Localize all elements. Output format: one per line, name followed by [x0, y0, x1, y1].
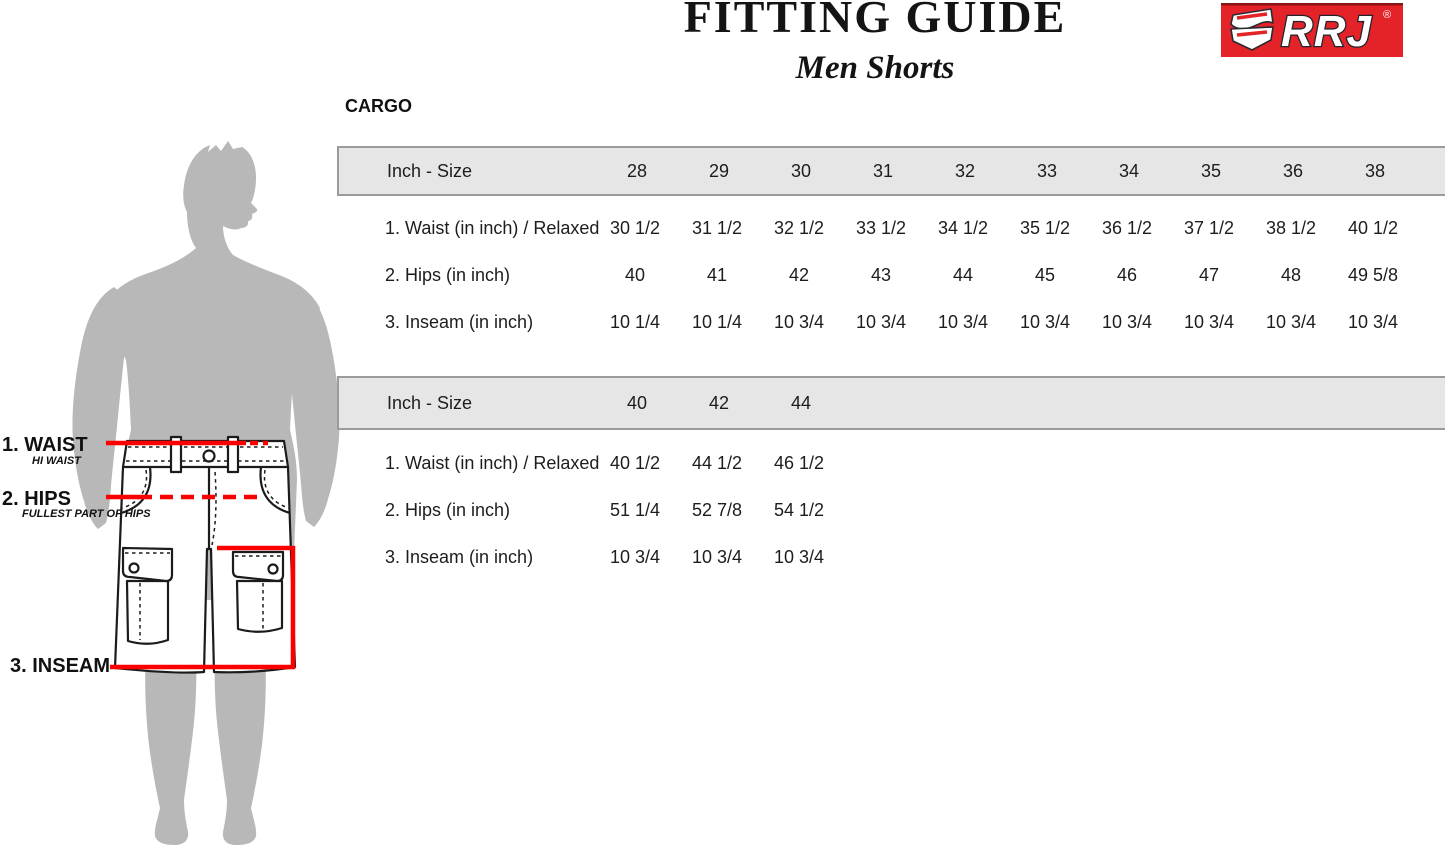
- size-column-header: 34: [1118, 160, 1140, 181]
- value-cell: 42: [788, 265, 810, 285]
- size-column-header: 30: [790, 160, 812, 181]
- value-cell: 44 1/2: [691, 453, 743, 473]
- size-column-header: 42: [708, 392, 730, 413]
- waist-label: 1. WAIST: [2, 434, 88, 456]
- value-cell: 34 1/2: [937, 218, 989, 238]
- table-row: 1. Waist (in inch) / Relaxed 30 1/2 31 1/2…: [337, 205, 1445, 252]
- brand-emblem-icon: [1230, 8, 1274, 51]
- value-cell: 44: [952, 265, 974, 285]
- value-cell: 10 3/4: [1183, 312, 1235, 332]
- table-row: 1. Waist (in inch) / Relaxed 40 1/2 44 1/2…: [337, 440, 1445, 487]
- table-row: 2. Hips (in inch) 40 41 42 43 44 45 46 47 48 49 5/…: [337, 252, 1445, 299]
- row-label: 3. Inseam (in inch): [385, 312, 534, 332]
- size-column-header: 35: [1200, 160, 1222, 181]
- inseam-measure-line: [110, 545, 296, 670]
- value-cell: 10 3/4: [773, 312, 825, 332]
- category-label: CARGO: [345, 96, 412, 116]
- value-cell: 51 1/4: [609, 500, 661, 520]
- page-subtitle: Men Shorts: [795, 50, 955, 86]
- value-cell: 10 3/4: [773, 547, 825, 567]
- size-table-regular: Inch - Size 28 29 30 31 32 33 34 35 36 38 1. Waist…: [337, 146, 1445, 346]
- row-label: 1. Waist (in inch) / Relaxed: [385, 218, 600, 238]
- value-cell: 49 5/8: [1347, 265, 1399, 285]
- value-cell: 10 3/4: [1101, 312, 1153, 332]
- row-label: 1. Waist (in inch) / Relaxed: [385, 453, 600, 473]
- hips-label: 2. HIPS: [2, 488, 71, 510]
- size-column-header: 33: [1036, 160, 1058, 181]
- size-column-header: 28: [626, 160, 648, 181]
- size-table-header: Inch - Size 40 42 44: [337, 376, 1445, 430]
- row-label: 3. Inseam (in inch): [385, 547, 534, 567]
- value-cell: 46 1/2: [773, 453, 825, 473]
- size-column-header: 32: [954, 160, 976, 181]
- size-table-plus: Inch - Size 40 42 44 1. Waist (in inch) / R…: [337, 376, 1445, 581]
- size-column-header: 44: [790, 392, 812, 413]
- brand-logo-text: RRJ: [1281, 7, 1373, 56]
- row-label: 2. Hips (in inch): [385, 265, 511, 285]
- size-column-header: 40: [626, 392, 648, 413]
- table-header-label: Inch - Size: [387, 160, 473, 181]
- registered-mark: ®: [1383, 9, 1391, 21]
- size-column-header: 29: [708, 160, 730, 181]
- value-cell: 40: [624, 265, 646, 285]
- value-cell: 31 1/2: [691, 218, 743, 238]
- size-table-rows: 1. Waist (in inch) / Relaxed 30 1/2 31 1/2…: [337, 205, 1445, 346]
- size-table-rows: 1. Waist (in inch) / Relaxed 40 1/2 44 1/2…: [337, 440, 1445, 581]
- value-cell: 54 1/2: [773, 500, 825, 520]
- value-cell: 46: [1116, 265, 1138, 285]
- value-cell: 45: [1034, 265, 1056, 285]
- size-column-header: 36: [1282, 160, 1304, 181]
- inseam-label: 3. INSEAM: [10, 655, 111, 677]
- table-row: 2. Hips (in inch) 51 1/4 52 7/8 54 1/2: [337, 487, 1445, 534]
- hips-note: FULLEST PART OF HIPS: [22, 508, 151, 520]
- table-row: 3. Inseam (in inch) 10 1/4 10 1/4 10 3/4 10 …: [337, 299, 1445, 346]
- value-cell: 10 3/4: [855, 312, 907, 332]
- value-cell: 10 3/4: [691, 547, 743, 567]
- value-cell: 10 3/4: [1019, 312, 1071, 332]
- row-label: 2. Hips (in inch): [385, 500, 511, 520]
- value-cell: 37 1/2: [1183, 218, 1235, 238]
- table-header-label: Inch - Size: [387, 392, 473, 413]
- waist-note: HI WAIST: [32, 455, 81, 467]
- value-cell: 10 1/4: [691, 312, 743, 332]
- table-row: 3. Inseam (in inch) 10 3/4 10 3/4 10 3/4: [337, 534, 1445, 581]
- value-cell: 36 1/2: [1101, 218, 1153, 238]
- value-cell: 10 3/4: [937, 312, 989, 332]
- value-cell: 47: [1198, 265, 1220, 285]
- value-cell: 10 3/4: [1347, 312, 1399, 332]
- value-cell: 10 1/4: [609, 312, 661, 332]
- value-cell: 43: [870, 265, 892, 285]
- value-cell: 35 1/2: [1019, 218, 1071, 238]
- value-cell: 33 1/2: [855, 218, 907, 238]
- value-cell: 32 1/2: [773, 218, 825, 238]
- value-cell: 52 7/8: [691, 500, 743, 520]
- value-cell: 40 1/2: [609, 453, 661, 473]
- size-column-header: 31: [872, 160, 894, 181]
- shorts-diagram: [113, 435, 297, 674]
- size-column-header: 38: [1364, 160, 1386, 181]
- size-table-header: Inch - Size 28 29 30 31 32 33 34 35 36 38: [337, 146, 1445, 196]
- value-cell: 41: [706, 265, 728, 285]
- value-cell: 10 3/4: [1265, 312, 1317, 332]
- value-cell: 10 3/4: [609, 547, 661, 567]
- value-cell: 40 1/2: [1347, 218, 1399, 238]
- value-cell: 48: [1280, 265, 1302, 285]
- value-cell: 30 1/2: [609, 218, 661, 238]
- value-cell: 38 1/2: [1265, 218, 1317, 238]
- brand-logo: RRJ ®: [1221, 3, 1403, 57]
- page-title: FITTING GUIDE: [683, 0, 1067, 42]
